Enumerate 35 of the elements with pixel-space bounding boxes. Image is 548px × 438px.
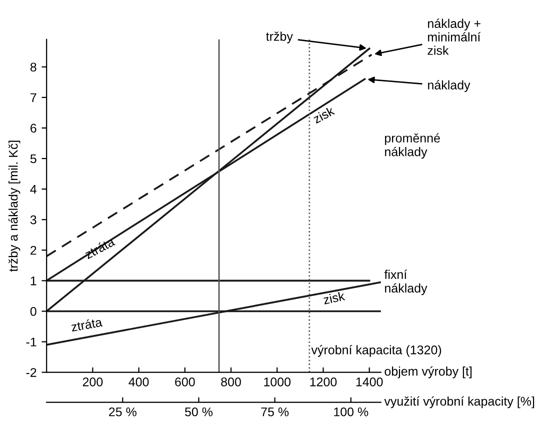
annotation: zisk	[312, 106, 336, 124]
x2-tick-label: 25 %	[109, 407, 136, 416]
y-tick-label: 3	[30, 215, 36, 224]
text: fixní náklady	[384, 270, 428, 296]
x-tick-label: 600	[175, 377, 195, 386]
x-axis-title: objem výroby [t]	[384, 366, 472, 378]
x-tick-label: 800	[221, 377, 241, 386]
y-tick-label: 2	[30, 246, 36, 255]
text: proměnné náklady	[385, 133, 440, 159]
text: náklady + minimální zisk	[428, 18, 481, 55]
y-tick-label: 4	[30, 184, 36, 194]
y-tick-label: 0	[30, 307, 36, 316]
ref-line-label: výrobní kapacita (1320)	[311, 345, 442, 357]
x-tick-label: 400	[128, 377, 149, 386]
x2-tick-label: 100 %	[334, 407, 368, 416]
x-tick-label: 200	[82, 377, 103, 386]
annotation: ztráta	[70, 317, 103, 332]
text: náklady	[428, 80, 470, 92]
y-tick-label: 8	[30, 62, 36, 72]
text: tržby	[266, 32, 293, 44]
y-tick-label: 6	[30, 124, 36, 133]
x2-tick-label: 50 %	[184, 407, 213, 416]
x-tick-label: 1200	[310, 377, 337, 386]
annotation: ztráta	[84, 236, 116, 260]
y-axis-title: tržby a náklady [mil. Kč]	[8, 140, 20, 272]
y-tick-label: -1	[26, 338, 36, 346]
y-tick-label: -2	[26, 368, 36, 377]
x-tick-label: 1400	[356, 377, 383, 386]
y-tick-label: 1	[30, 276, 36, 286]
x2-tick-label: 75 %	[261, 408, 289, 416]
y-tick-label: 7	[30, 93, 36, 102]
x2-axis-title: využití výrobní kapacity [%]	[384, 396, 534, 408]
x-tick-label: 1000	[264, 377, 291, 386]
annotation: zisk	[322, 291, 346, 304]
y-tick-label: 5	[30, 154, 36, 164]
